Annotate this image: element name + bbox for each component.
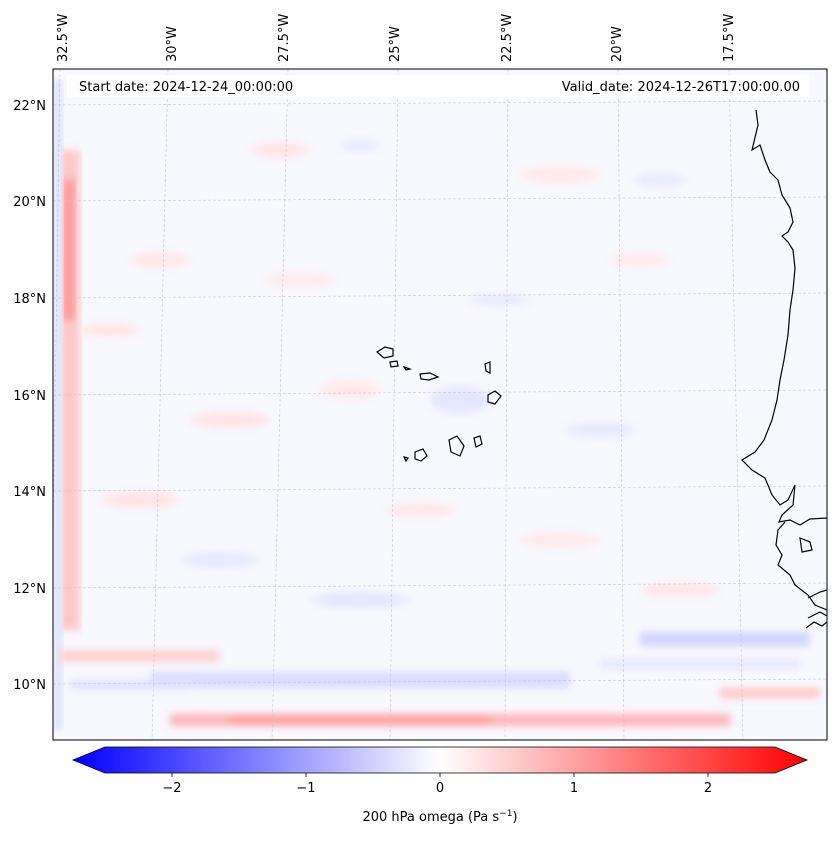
cb-tick-2: 2 <box>704 781 712 796</box>
lon-label-5: 22.5°W <box>500 14 515 62</box>
blue-edge-west <box>53 80 63 730</box>
lat-label-10n: 10°N <box>13 678 46 693</box>
cape-verde-islands <box>375 346 502 463</box>
lon-label-3: 27.5°W <box>277 14 292 62</box>
lat-label-16n: 16°N <box>13 389 46 404</box>
start-date-text: Start date: 2024-12-24_00:00:00 <box>79 80 293 95</box>
lat-label-22n: 22°N <box>13 99 46 114</box>
cb-label-main: 200 hPa omega (Pa s <box>362 810 499 825</box>
latitude-labels: 22°N 20°N 18°N 16°N 14°N 12°N 10°N <box>13 99 46 693</box>
colorbar: −2 −1 0 1 2 200 hPa omega (Pa s−1) <box>71 746 809 825</box>
cb-tick-0: 0 <box>436 781 444 796</box>
colorbar-tick-labels: −2 −1 0 1 2 <box>162 781 712 796</box>
map-panel: Start date: 2024-12-24_00:00:00 Valid_da… <box>52 68 828 741</box>
field-patches <box>80 139 720 608</box>
omega-field <box>53 69 827 740</box>
lat-label-14n: 14°N <box>13 485 46 500</box>
lat-label-12n: 12°N <box>13 582 46 597</box>
lon-label-1: 32.5°W <box>56 14 71 62</box>
african-coastline <box>741 109 827 629</box>
cb-tick-1: 1 <box>570 781 578 796</box>
cb-label-end: ) <box>512 810 517 825</box>
lat-label-18n: 18°N <box>13 292 46 307</box>
colorbar-label: 200 hPa omega (Pa s−1) <box>362 809 517 825</box>
longitude-labels: 32.5°W 30°W 27.5°W 25°W 22.5°W 20°W 17.5… <box>56 14 737 62</box>
lon-label-2: 30°W <box>165 26 180 62</box>
colorbar-ticks <box>171 773 709 777</box>
valid-date-text: Valid_date: 2024-12-26T17:00:00.00 <box>562 80 800 95</box>
graticule <box>53 69 827 740</box>
cb-label-sup: −1 <box>499 809 512 819</box>
lon-label-4: 25°W <box>388 26 403 62</box>
lon-label-7: 17.5°W <box>722 14 737 62</box>
cb-tick-neg2: −2 <box>162 781 181 796</box>
map-frame <box>52 68 828 741</box>
lon-label-6: 20°W <box>610 26 625 62</box>
lat-label-20n: 20°N <box>13 195 46 210</box>
southern-bands <box>60 632 820 726</box>
date-banner <box>67 75 810 97</box>
colorbar-gradient <box>71 746 809 774</box>
cb-tick-neg1: −1 <box>296 781 315 796</box>
red-core-west <box>63 180 75 320</box>
